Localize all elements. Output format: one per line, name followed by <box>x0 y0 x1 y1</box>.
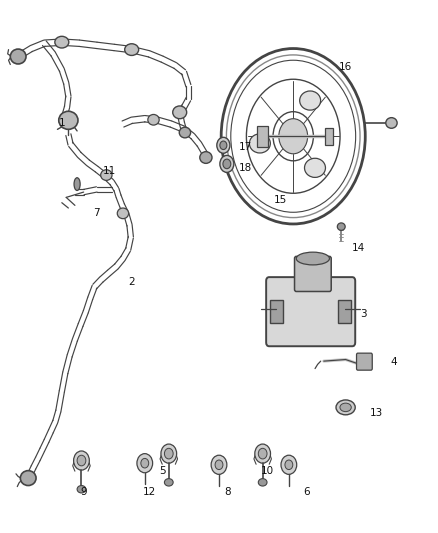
Ellipse shape <box>125 44 139 55</box>
Ellipse shape <box>304 158 325 177</box>
FancyBboxPatch shape <box>270 300 283 324</box>
Ellipse shape <box>117 208 129 219</box>
Circle shape <box>215 460 223 470</box>
Circle shape <box>220 156 234 172</box>
FancyBboxPatch shape <box>325 128 333 145</box>
Ellipse shape <box>340 403 351 411</box>
FancyBboxPatch shape <box>338 300 351 324</box>
Text: 11: 11 <box>103 166 117 176</box>
Ellipse shape <box>11 49 26 64</box>
Text: 5: 5 <box>159 466 166 476</box>
Ellipse shape <box>148 115 159 125</box>
Circle shape <box>281 455 297 474</box>
Text: 3: 3 <box>360 309 367 319</box>
Text: 18: 18 <box>239 163 252 173</box>
Ellipse shape <box>386 118 397 128</box>
Text: 15: 15 <box>273 195 287 205</box>
FancyBboxPatch shape <box>266 277 355 346</box>
Text: 12: 12 <box>142 488 156 497</box>
Text: 13: 13 <box>370 408 383 418</box>
Circle shape <box>77 455 86 466</box>
Ellipse shape <box>77 486 86 493</box>
Circle shape <box>217 138 230 154</box>
Ellipse shape <box>59 111 78 130</box>
Text: 2: 2 <box>128 278 135 287</box>
Text: 14: 14 <box>352 243 365 253</box>
Text: 10: 10 <box>261 466 274 476</box>
Ellipse shape <box>258 479 267 486</box>
Ellipse shape <box>337 223 345 230</box>
Text: 8: 8 <box>224 488 231 497</box>
Circle shape <box>258 448 267 459</box>
FancyBboxPatch shape <box>258 126 268 147</box>
Circle shape <box>164 448 173 459</box>
Ellipse shape <box>336 400 355 415</box>
Ellipse shape <box>101 169 112 180</box>
Text: 6: 6 <box>303 488 310 497</box>
Circle shape <box>255 444 271 463</box>
Ellipse shape <box>200 152 212 164</box>
Circle shape <box>279 119 307 154</box>
Circle shape <box>211 455 227 474</box>
Circle shape <box>137 454 152 473</box>
Text: 9: 9 <box>80 488 87 497</box>
Circle shape <box>74 451 89 470</box>
Text: 7: 7 <box>93 208 100 219</box>
FancyBboxPatch shape <box>294 256 331 292</box>
Circle shape <box>285 460 293 470</box>
Text: 16: 16 <box>339 62 352 72</box>
Text: 17: 17 <box>239 142 252 152</box>
Ellipse shape <box>296 252 329 265</box>
Ellipse shape <box>179 127 191 138</box>
Ellipse shape <box>300 91 321 110</box>
Circle shape <box>223 159 231 168</box>
Ellipse shape <box>296 273 329 289</box>
Text: 1: 1 <box>59 118 65 128</box>
Ellipse shape <box>249 134 270 153</box>
Text: 4: 4 <box>390 357 397 367</box>
Ellipse shape <box>55 36 69 48</box>
Ellipse shape <box>74 177 80 190</box>
Circle shape <box>220 141 227 150</box>
Circle shape <box>141 458 149 468</box>
Ellipse shape <box>173 106 187 119</box>
Ellipse shape <box>164 479 173 486</box>
Ellipse shape <box>20 471 36 486</box>
FancyBboxPatch shape <box>357 353 372 370</box>
Circle shape <box>161 444 177 463</box>
